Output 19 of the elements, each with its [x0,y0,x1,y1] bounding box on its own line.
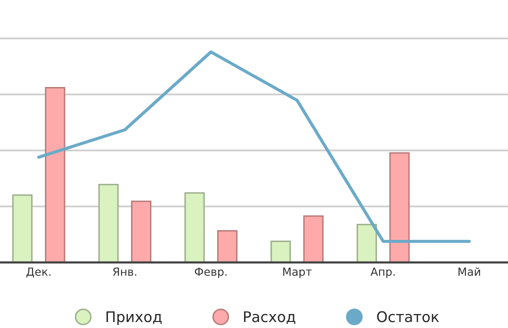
bar [217,230,238,262]
bar [184,192,205,262]
x-tick-label: Май [458,267,480,276]
x-tick-label: Март [283,268,312,278]
bar [98,184,119,262]
legend-label: Остаток [377,311,439,322]
bar [270,240,291,262]
x-tick-label: Янв. [113,268,136,276]
legend-label: Приход [106,311,162,326]
x-tick-label: Дек. [26,268,50,278]
bar [12,194,33,262]
bar [303,215,324,262]
bar [131,200,152,262]
x-tick-label: Февр. [194,268,227,278]
bar [356,224,377,262]
bar [44,87,66,262]
x-tick-label: Апр. [370,268,395,278]
legend-label: Расход [244,311,296,324]
bar [389,152,410,262]
